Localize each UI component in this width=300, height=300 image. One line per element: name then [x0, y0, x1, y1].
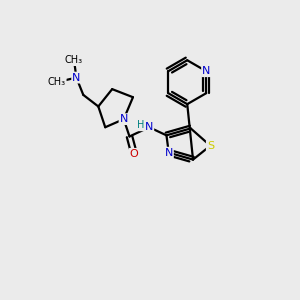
- Text: N: N: [145, 122, 153, 132]
- Text: H: H: [137, 120, 144, 130]
- Text: N: N: [119, 114, 128, 124]
- Text: S: S: [207, 141, 214, 151]
- Text: CH₃: CH₃: [48, 77, 66, 87]
- Text: CH₃: CH₃: [65, 55, 83, 65]
- Text: O: O: [130, 149, 139, 159]
- Text: N: N: [72, 73, 81, 82]
- Text: N: N: [165, 148, 173, 158]
- Text: N: N: [202, 66, 210, 76]
